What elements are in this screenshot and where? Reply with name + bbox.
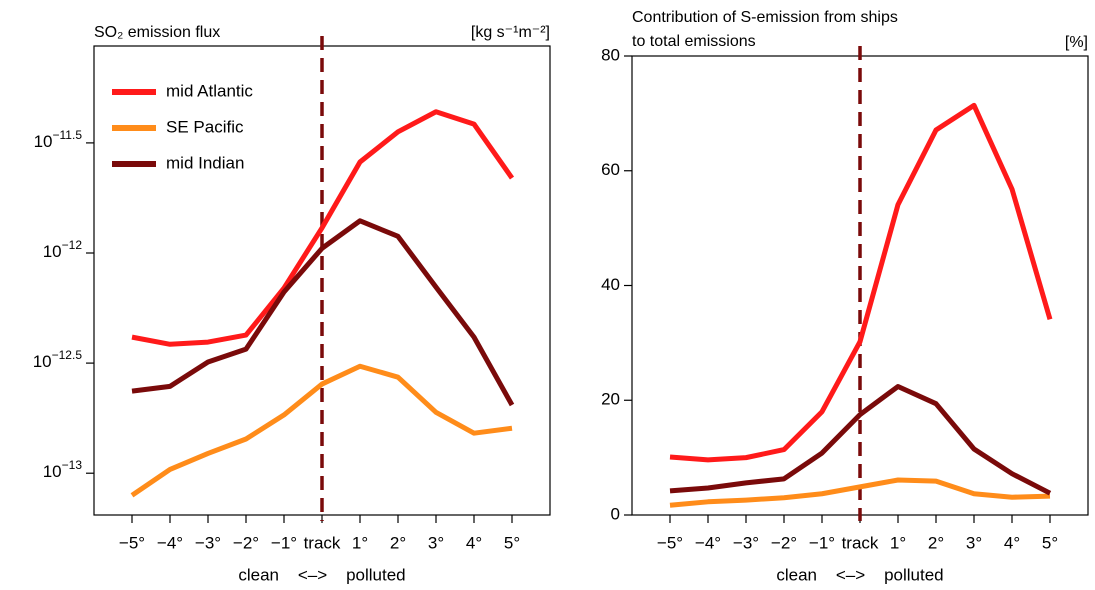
y-tick-label: 10−12.5	[33, 348, 83, 371]
chart-title: to total emissions	[632, 33, 756, 50]
y-tick-label: 10−11.5	[34, 128, 83, 151]
x-tick-label: track	[842, 533, 879, 552]
x-tick-label: −1°	[271, 533, 297, 552]
legend-label: mid Indian	[166, 153, 244, 172]
x-tick-label: 2°	[390, 533, 406, 552]
y-tick-label: 20	[601, 390, 620, 409]
x-tick-label: 2°	[928, 533, 944, 552]
x-tick-label: 5°	[1042, 533, 1058, 552]
x-tick-label: 3°	[966, 533, 982, 552]
x-tick-label: 3°	[428, 533, 444, 552]
x-tick-label: −5°	[119, 533, 145, 552]
y-tick-label: 40	[601, 275, 620, 294]
legend-label: mid Atlantic	[166, 81, 253, 100]
x-tick-label: 4°	[466, 533, 482, 552]
series-line	[131, 109, 515, 347]
y-tick-label: 10−12	[43, 238, 83, 261]
x-tick-label: −1°	[809, 533, 835, 552]
series-line	[669, 477, 1051, 508]
chart-title: Contribution of S-emission from ships	[632, 9, 898, 26]
series-line	[131, 218, 515, 407]
y-tick-label: 80	[601, 45, 620, 64]
y-axis-unit: [%]	[1065, 34, 1088, 51]
y-tick-label: 10−13	[43, 458, 83, 481]
x-axis-label: clean <–> polluted	[238, 565, 405, 584]
legend-label: SE Pacific	[166, 117, 244, 136]
x-tick-label: −3°	[733, 533, 759, 552]
series-line	[130, 363, 513, 498]
x-tick-label: −4°	[695, 533, 721, 552]
x-tick-label: 5°	[504, 533, 520, 552]
series-line	[669, 102, 1053, 463]
x-tick-label: −4°	[157, 533, 183, 552]
chart-title: SO₂ emission flux	[94, 24, 220, 41]
x-axis-label: clean <–> polluted	[776, 565, 943, 584]
x-tick-label: 1°	[352, 533, 368, 552]
x-tick-label: −5°	[657, 533, 683, 552]
x-tick-label: −2°	[233, 533, 259, 552]
x-tick-label: 1°	[890, 533, 906, 552]
y-tick-label: 60	[601, 160, 620, 179]
series-line	[669, 383, 1052, 496]
y-axis-unit: [kg s⁻¹m⁻²]	[471, 24, 550, 41]
y-tick-label: 0	[611, 504, 620, 523]
x-tick-label: track	[304, 533, 341, 552]
x-tick-label: 4°	[1004, 533, 1020, 552]
x-tick-label: −3°	[195, 533, 221, 552]
x-tick-label: −2°	[771, 533, 797, 552]
